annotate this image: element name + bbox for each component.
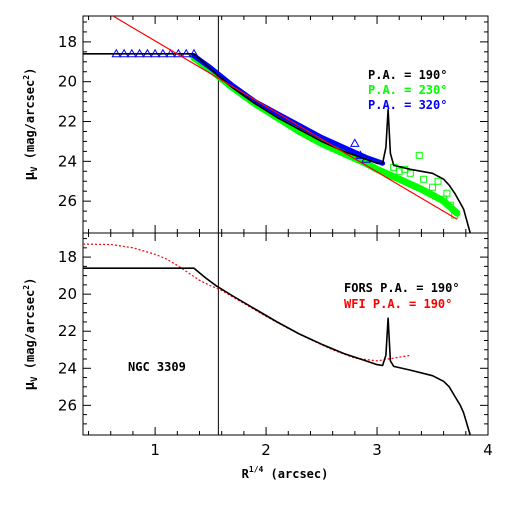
top-series-p-a-320 xyxy=(191,53,386,166)
bottom-series-wfi-p-a-190 xyxy=(83,243,411,362)
bottom-ylabel-sup: 2 xyxy=(22,285,31,290)
top-legend-item-1: P.A. = 190° xyxy=(368,68,447,82)
bottom-legend: FORS P.A. = 190° WFI P.A. = 190° xyxy=(344,281,460,311)
top-ylabel: μV (mag/arcsec2) xyxy=(22,68,40,181)
top-point-square xyxy=(415,151,423,159)
bottom-series-fors-p-a-190 xyxy=(83,267,471,435)
x-axis-title-sup: 1/4 xyxy=(249,465,264,474)
top-y-tick-label: 22 xyxy=(58,113,77,131)
bottom-y-tick-label: 26 xyxy=(58,396,77,414)
x-axis-title: R1/4 (arcsec) xyxy=(242,465,329,481)
top-series-fit xyxy=(112,16,458,220)
top-point-square xyxy=(420,175,428,183)
bottom-y-tick-label: 18 xyxy=(58,248,77,266)
bottom-ylabel-rest: (mag/arcsec xyxy=(23,290,37,377)
bottom-y-tick-label: 24 xyxy=(58,359,77,377)
bottom-y-tick-label: 22 xyxy=(58,322,77,340)
panel-bottom-marks: 18 20 22 24 26 1 2 3 4 xyxy=(58,233,493,459)
bottom-ylabel-sub: V xyxy=(30,376,40,382)
bottom-x-tick-label: 1 xyxy=(150,441,160,459)
top-legend: P.A. = 190° P.A. = 230° P.A. = 320° xyxy=(368,68,447,112)
galaxy-annotation: NGC 3309 xyxy=(128,360,186,374)
top-legend-item-3: P.A. = 320° xyxy=(368,98,447,112)
panel-bottom xyxy=(82,232,489,436)
top-ylabel-sub: V xyxy=(30,166,40,172)
bottom-x-tick-label: 2 xyxy=(261,441,271,459)
bottom-x-tick-label: 4 xyxy=(483,441,493,459)
bottom-ylabel-close: ) xyxy=(23,278,37,285)
x-axis-title-rest: (arcsec) xyxy=(263,467,328,481)
top-point-square xyxy=(429,183,437,191)
top-ylabel-main: μ xyxy=(22,171,38,180)
bottom-ylabel: μV (mag/arcsec2) xyxy=(22,278,40,391)
top-ylabel-close: ) xyxy=(23,68,37,75)
top-y-tick-label: 20 xyxy=(58,73,77,91)
top-point-triangle xyxy=(355,150,366,159)
bottom-legend-item-2: WFI P.A. = 190° xyxy=(344,297,452,311)
top-point-square xyxy=(443,189,451,197)
top-series-group xyxy=(83,16,471,233)
top-y-tick-label: 24 xyxy=(58,152,77,170)
top-series-p-a-190 xyxy=(83,52,471,233)
bottom-y-tick-label: 20 xyxy=(58,285,77,303)
bottom-x-tick-label: 3 xyxy=(372,441,382,459)
top-ylabel-sup: 2 xyxy=(22,75,31,80)
top-legend-item-2: P.A. = 230° xyxy=(368,83,447,97)
bottom-series-group xyxy=(83,243,471,435)
top-y-tick-label: 26 xyxy=(58,192,77,210)
panel-bottom-frame xyxy=(82,232,489,436)
top-y-tick-label: 18 xyxy=(58,33,77,51)
bottom-ylabel-main: μ xyxy=(22,381,38,390)
top-point-square xyxy=(446,201,454,209)
top-ylabel-rest: (mag/arcsec xyxy=(23,80,37,167)
panel-top-marks: 18 20 22 24 26 xyxy=(58,16,489,233)
top-point-square xyxy=(434,177,442,185)
top-point-square xyxy=(406,169,414,177)
x-axis-title-main: R xyxy=(242,467,250,481)
top-point-triangle xyxy=(349,138,360,147)
bottom-legend-item-1: FORS P.A. = 190° xyxy=(344,281,460,295)
